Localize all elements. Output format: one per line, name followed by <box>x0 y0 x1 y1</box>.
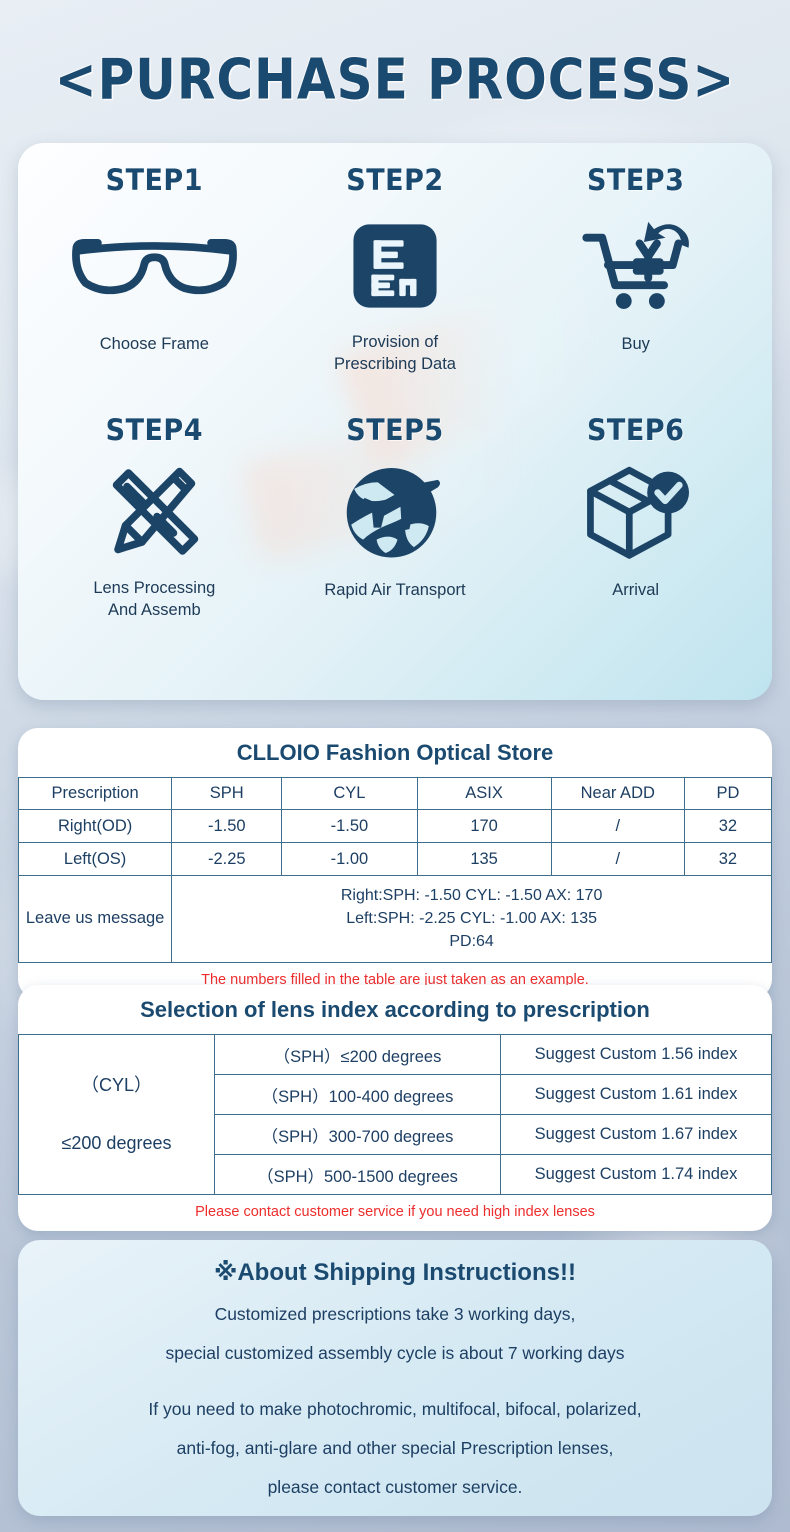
table-row: （SPH）300-700 degrees Suggest Custom 1.67… <box>19 1114 772 1155</box>
leave-message-label: Leave us message <box>18 875 173 963</box>
row-eye-label: Left(OS) <box>18 842 173 876</box>
column-header: Prescription <box>18 777 173 810</box>
pencil-ruler-icon <box>100 456 208 564</box>
column-header: SPH <box>171 777 283 810</box>
page-title: <PURCHASE PROCESS> <box>54 47 736 112</box>
column-header: PD <box>683 777 772 810</box>
sph-range: （SPH）300-700 degrees <box>214 1114 501 1155</box>
shipping-line-1: Customized prescriptions take 3 working … <box>214 1304 576 1324</box>
steps-grid: STEP1 Choose Frame STEP2 <box>18 143 772 665</box>
lens-index-table: （CYL） ≤200 degrees （SPH）≤200 degrees Sug… <box>18 1034 772 1195</box>
cell-pd: 32 <box>683 842 772 876</box>
step-label: Lens Processing And Assemb <box>93 579 216 619</box>
step-item-3: STEP3 Buy <box>515 163 756 415</box>
step-label: Provision of Prescribing Data <box>334 333 456 373</box>
step-label: Arrival <box>612 581 660 599</box>
package-check-icon <box>580 458 692 566</box>
step-label: Choose Frame <box>99 335 209 353</box>
cell-pd: 32 <box>683 809 772 843</box>
cell-sph: -2.25 <box>171 842 283 876</box>
step-title: STEP2 <box>346 163 444 198</box>
lens-index-panel: Selection of lens index according to pre… <box>18 985 772 1231</box>
shopping-cart-yen-icon <box>582 212 690 320</box>
step-label: Buy <box>621 335 650 353</box>
message-line: PD:64 <box>449 933 494 951</box>
message-line: Left:SPH: -2.25 CYL: -1.00 AX: 135 <box>346 910 597 928</box>
index-suggestion: Suggest Custom 1.61 index <box>500 1074 772 1115</box>
row-eye-label: Right(OD) <box>18 809 173 843</box>
table-row: Left(OS) -2.25 -1.00 135 / 32 <box>18 842 772 876</box>
prescription-note: The numbers filled in the table are just… <box>201 971 589 988</box>
index-suggestion: Suggest Custom 1.67 index <box>500 1114 772 1155</box>
step-title: STEP1 <box>105 163 204 198</box>
steps-card: STEP1 Choose Frame STEP2 <box>18 143 772 700</box>
table-header-row: Prescription SPH CYL ASIX Near ADD PD <box>18 777 772 810</box>
shipping-title: ※About Shipping Instructions!! <box>214 1259 576 1286</box>
eye-chart-icon <box>352 212 438 320</box>
sph-range: （SPH）500-1500 degrees <box>214 1154 501 1195</box>
step-item-6: STEP6 Arrival <box>515 413 756 665</box>
prescription-panel: CLLOIO Fashion Optical Store Prescriptio… <box>18 728 772 999</box>
table-row: （SPH）100-400 degrees Suggest Custom 1.61… <box>19 1074 772 1115</box>
table-row: Right(OD) -1.50 -1.50 170 / 32 <box>18 809 772 843</box>
step-title: STEP3 <box>586 163 685 198</box>
cyl-label-line1: （CYL） <box>80 1075 152 1096</box>
step-title: STEP4 <box>105 413 204 448</box>
step-title: STEP5 <box>346 413 444 448</box>
prescription-heading: CLLOIO Fashion Optical Store <box>236 740 554 765</box>
cyl-label-line2: ≤200 degrees <box>61 1132 172 1153</box>
lens-index-heading: Selection of lens index according to pre… <box>140 997 650 1022</box>
shipping-line-4: anti-fog, anti-glare and other special P… <box>176 1437 614 1458</box>
cell-asix: 135 <box>416 842 552 876</box>
table-row: （CYL） ≤200 degrees （SPH）≤200 degrees Sug… <box>18 1034 772 1195</box>
shipping-line-3: If you need to make photochromic, multif… <box>148 1398 642 1419</box>
shipping-instructions-card: ※About Shipping Instructions!! Customize… <box>18 1240 772 1516</box>
leave-message-example: Right:SPH: -1.50 CYL: -1.50 AX: 170 Left… <box>171 875 772 963</box>
step-item-2: STEP2 <box>275 163 516 415</box>
step-label: Rapid Air Transport <box>324 581 466 599</box>
sph-range: （SPH）100-400 degrees <box>214 1074 501 1115</box>
prescription-table: Prescription SPH CYL ASIX Near ADD PD Ri… <box>18 777 772 963</box>
step-title: STEP6 <box>586 413 685 448</box>
step-item-4: STEP4 <box>34 413 275 665</box>
cyl-range-label: （CYL） ≤200 degrees <box>18 1034 215 1195</box>
shipping-line-2: special customized assembly cycle is abo… <box>165 1342 625 1363</box>
cell-near-add: / <box>550 842 685 876</box>
sph-range: （SPH）≤200 degrees <box>214 1034 501 1075</box>
step-item-5: STEP5 Rapid <box>275 413 516 665</box>
column-header: CYL <box>281 777 418 810</box>
step-item-1: STEP1 Choose Frame <box>34 163 275 415</box>
message-line: Right:SPH: -1.50 CYL: -1.50 AX: 170 <box>340 887 603 904</box>
index-suggestion: Suggest Custom 1.56 index <box>500 1034 772 1075</box>
globe-airplane-icon <box>342 458 447 566</box>
column-header: ASIX <box>416 777 552 810</box>
lens-index-note: Please contact customer service if you n… <box>195 1204 595 1220</box>
shipping-line-5: please contact customer service. <box>267 1476 523 1497</box>
cell-cyl: -1.00 <box>281 842 418 876</box>
glasses-icon <box>67 212 242 320</box>
cell-asix: 170 <box>416 809 552 843</box>
table-row-message: Leave us message Right:SPH: -1.50 CYL: -… <box>18 875 772 963</box>
column-header: Near ADD <box>550 777 685 810</box>
table-row: （SPH）500-1500 degrees Suggest Custom 1.7… <box>19 1154 772 1195</box>
cell-near-add: / <box>550 809 685 843</box>
cell-cyl: -1.50 <box>281 809 418 843</box>
index-suggestion: Suggest Custom 1.74 index <box>500 1154 772 1195</box>
cell-sph: -1.50 <box>171 809 283 843</box>
